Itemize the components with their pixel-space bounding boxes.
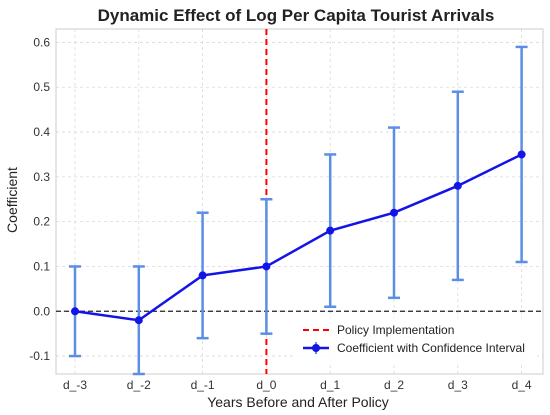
legend-swatch-marker	[312, 344, 320, 352]
data-point	[262, 262, 271, 271]
tick-labels: -0.1 0.0 0.1 0.2 0.3 0.4 0.5 0.6 d_-3 d_-2 d_-1 d_0…	[29, 35, 532, 392]
data-point	[517, 150, 526, 159]
legend-label-policy: Policy Implementation	[337, 323, 454, 337]
x-tick-label: d_0	[256, 378, 276, 392]
plot-area-frame	[55, 28, 544, 375]
x-tick-label: d_4	[512, 378, 532, 392]
data-point	[390, 208, 398, 217]
data-point	[71, 307, 79, 316]
y-tick-label: 0.0	[33, 304, 50, 318]
x-tick-label: d_2	[384, 378, 404, 392]
y-tick-label: 0.5	[33, 80, 50, 94]
data-point	[198, 271, 207, 280]
y-tick-label: 0.1	[33, 259, 50, 273]
data-point	[326, 226, 335, 235]
data-point	[134, 316, 143, 325]
x-tick-label: d_-3	[63, 378, 87, 392]
x-tick-label: d_3	[448, 378, 468, 392]
x-tick-label: d_1	[320, 378, 340, 392]
y-tick-label: -0.1	[29, 349, 50, 363]
legend-label-coefficient: Coefficient with Confidence Interval	[337, 341, 525, 355]
chart-title: Dynamic Effect of Log Per Capita Tourist…	[98, 6, 495, 25]
y-tick-label: 0.2	[33, 215, 50, 229]
x-tick-label: d_-2	[127, 378, 151, 392]
y-tick-label: 0.4	[33, 125, 50, 139]
legend-box	[295, 318, 537, 362]
y-tick-label: 0.6	[33, 35, 50, 49]
data-point	[453, 181, 462, 190]
x-tick-label: d_-1	[191, 378, 215, 392]
coefficient-line	[74, 153, 523, 322]
series-line	[71, 150, 526, 325]
y-tick-label: 0.3	[33, 170, 50, 184]
legend: Policy Implementation Coefficient with Co…	[295, 318, 537, 362]
x-axis-label: Years Before and After Policy	[207, 394, 389, 410]
y-axis-label: Coefficient	[4, 167, 20, 233]
